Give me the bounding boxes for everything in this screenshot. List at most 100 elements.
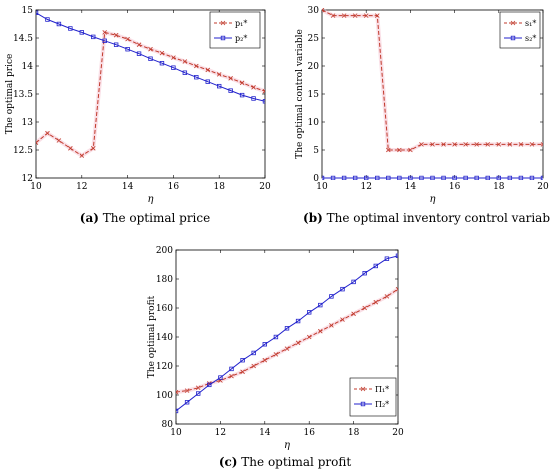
data-point [395,253,398,258]
data-point [56,21,62,27]
series-2 [176,253,398,414]
data-point [540,175,543,180]
data-point [240,357,245,363]
series-line [36,12,265,102]
data-point [329,294,334,299]
data-point [496,142,502,147]
data-point [284,346,290,351]
x-tick-label: 20 [259,182,271,192]
data-point [485,175,490,180]
x-tick-label: 10 [316,182,328,192]
data-point [239,92,245,98]
data-point [441,175,446,180]
data-point [195,385,201,391]
y-tick-label: 14.5 [13,34,33,44]
data-point [216,83,222,89]
legend-label: s₂* [525,34,536,43]
caption-text: The optimal inventory control variable [323,211,550,225]
legend-marker [510,35,516,41]
caption-text: The optimal price [99,211,210,225]
legend: p₁* p₂* [209,11,261,49]
x-tick-label: 14 [122,182,134,192]
data-point [322,175,325,180]
data-point [386,175,391,180]
data-point [340,286,345,292]
y-tick-label: 15 [22,6,34,16]
data-point [262,99,265,104]
legend-marker [220,20,226,26]
data-point [373,299,379,305]
x-axis-label: η [430,194,436,205]
data-point [452,142,457,147]
data-point [171,55,176,60]
x-tick-label: 14 [405,182,417,192]
data-point [113,32,119,38]
data-point [113,42,119,47]
data-point [322,8,325,13]
legend-marker [360,401,366,407]
y-axis-label: The optimal control variable [295,29,305,159]
data-point [295,340,301,346]
y-tick-label: 13 [22,118,34,128]
y-axis-label: The optimal profit [147,295,157,378]
caption-text: The optimal profit [237,455,351,469]
data-point [79,30,84,35]
data-point [374,13,380,18]
data-point [184,400,190,405]
x-tick-label: 20 [537,182,549,192]
caption-letter: (b) [303,211,323,225]
x-tick-label: 12 [215,428,226,438]
data-point [362,305,367,311]
caption: (a) The optimal price [80,211,210,225]
data-point [36,10,39,15]
data-point [306,334,312,340]
legend-label: Π₁* [375,385,389,394]
data-point [102,30,107,35]
data-point [45,130,50,136]
data-point [340,317,345,322]
data-point [463,175,468,180]
data-point [430,142,435,147]
data-point [184,388,190,393]
legend: s₁* s₂* [499,11,541,49]
data-point [306,310,312,315]
data-point [341,175,347,180]
x-tick-label: 16 [303,428,315,438]
data-point [352,13,358,18]
data-point [229,373,234,379]
data-point [330,175,336,180]
data-point [90,146,96,151]
y-tick-label: 180 [156,275,173,285]
x-tick-label: 12 [76,182,87,192]
data-point [363,175,369,180]
legend-box [209,11,261,49]
data-point [408,147,413,153]
data-point [136,42,142,48]
data-point [397,147,402,153]
data-point [351,311,356,317]
legend-label: p₁* [235,19,247,28]
legend-label: p₂* [235,34,247,43]
data-point [239,80,245,86]
data-point [102,38,107,43]
data-point [251,363,256,369]
legend-box [499,11,541,49]
x-tick-label: 16 [449,182,461,192]
y-tick-label: 14 [22,62,34,72]
y-tick-label: 25 [308,34,320,44]
data-point [273,352,279,357]
x-tick-label: 10 [30,182,42,192]
data-point [518,142,524,147]
data-point [329,323,334,328]
data-point [171,65,176,70]
y-tick-label: 13.5 [13,90,33,100]
data-point [205,67,211,73]
x-tick-label: 10 [170,428,182,438]
data-point [362,270,367,276]
data-point [159,50,165,56]
data-point [194,75,199,80]
data-point [68,146,73,151]
data-point [228,76,233,81]
data-point [56,138,62,143]
data-point [351,279,356,285]
